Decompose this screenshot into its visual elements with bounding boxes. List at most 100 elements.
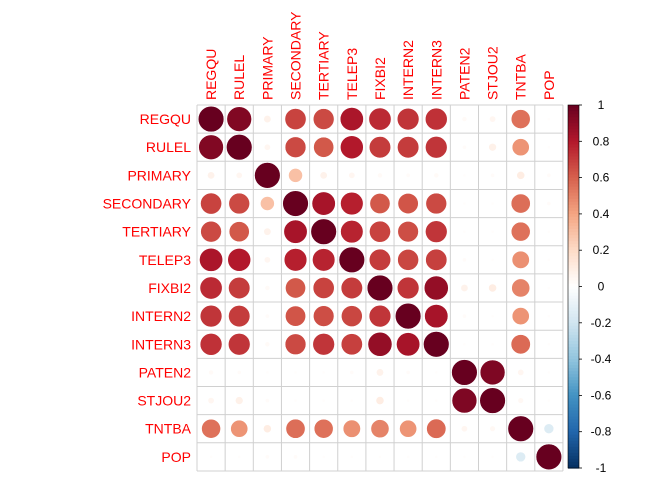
legend-color-segment [568,162,579,167]
corr-circle-intern2-pop [547,314,551,318]
column-label-pop: POP [541,70,557,100]
legend-color-segment [568,210,579,215]
legend-color-segment [568,144,579,148]
corr-circle-primary-regqu [207,171,215,179]
legend-color-segment [568,283,579,288]
corr-circle-regqu-secondary [284,108,307,130]
corr-circle-intern2-stjou2 [491,314,494,318]
corr-circle-intern3-tntba [510,334,531,355]
legend-tick-label: 1 [598,98,605,112]
column-label-primary: PRIMARY [259,36,275,100]
corr-circle-regqu-pop [547,117,551,121]
corr-circle-primary-secondary [288,168,303,183]
corr-circle-primary-primary [254,162,281,189]
corr-circle-stjou2-fixbi2 [375,396,385,405]
row-label-telep3: TELEP3 [139,252,191,268]
legend-color-segment [568,377,579,381]
corr-circle-secondary-fixbi2 [369,193,391,214]
legend-color-segment [568,219,579,224]
legend-tick-label: 0.4 [593,207,610,221]
legend-color-segment [568,135,579,139]
legend-color-segment [568,265,579,269]
legend-color-segment [568,117,579,121]
corr-circle-intern3-primary [265,342,270,347]
corr-circle-intern2-paten2 [462,314,467,318]
legend-tick-label: 0.8 [593,134,610,148]
legend-color-segment [568,407,579,412]
legend-color-segment [568,244,579,248]
legend-color-segment [568,189,579,194]
legend-color-segment [568,325,579,330]
grid-layer [196,104,564,472]
legend-color-segment [568,292,579,297]
corr-circle-rulel-tntba [511,138,530,157]
corr-circle-intern2-intern2 [394,302,422,330]
corr-circle-paten2-primary [266,371,269,374]
row-label-tntba: TNTBA [145,421,192,437]
legend-color-segment [568,177,579,182]
corr-circle-fixbi2-regqu [199,276,223,300]
corr-circle-intern2-regqu [199,304,223,328]
corr-circle-rulel-fixbi2 [368,136,392,159]
legend-color-segment [568,443,579,448]
legend-color-segment [568,401,579,406]
legend-color-segment [568,153,579,158]
corr-circle-regqu-intern3 [424,107,448,131]
corr-circle-primary-fixbi2 [377,173,383,178]
legend-color-segment [568,337,579,342]
legend-color-segment [568,304,579,309]
legend-color-segment [568,298,579,303]
corr-circle-tntba-regqu [201,418,221,439]
corr-circle-primary-rulel [236,172,243,179]
corr-circle-secondary-stjou2 [491,202,494,205]
corr-circle-intern3-intern3 [423,331,450,358]
corr-circle-tertiary-tntba [510,221,531,242]
corr-circle-rulel-intern3 [425,136,448,159]
corr-circle-fixbi2-fixbi2 [366,274,394,302]
legend-color-segment [568,331,579,336]
column-label-secondary: SECONDARY [288,11,304,100]
corr-circle-telep3-secondary [283,248,308,272]
legend-tick-label: -0.2 [591,316,612,330]
corr-circle-intern3-rulel [228,333,251,356]
legend-color-segment [568,195,579,200]
legend-color-segment [568,156,579,161]
legend-tick-label: -0.8 [591,425,612,439]
legend-color-segment [568,213,579,218]
column-label-fixbi2: FIXBI2 [372,57,388,100]
legend-color-segment [568,201,579,206]
corr-circle-tntba-telep3 [342,419,361,438]
corr-circle-secondary-intern2 [397,193,419,215]
legend-color-segment [568,111,579,115]
corr-circle-primary-intern3 [434,173,439,178]
column-labels: REGQU RULEL PRIMARY SECONDARY TERTIARY TELEP3… [203,11,557,100]
corr-circle-primary-intern2 [406,173,410,178]
corr-circle-pop-tntba [515,451,527,463]
legend-color-segment [568,105,579,109]
legend-color-segment [568,455,579,460]
legend-tick-label: -0.4 [591,352,612,366]
legend-color-segment [568,389,579,393]
corr-circle-regqu-primary [263,115,271,123]
corr-circle-secondary-primary [260,196,275,211]
corr-circle-secondary-regqu [200,192,222,215]
corr-circle-tertiary-primary [263,228,271,236]
corr-circle-telep3-fixbi2 [368,248,392,271]
column-label-intern2: INTERN2 [400,40,416,100]
legend-color-segment [568,286,579,291]
corr-circle-pop-intern3 [434,455,438,459]
legend-color-segment [568,186,579,191]
corr-circle-tntba-primary [263,424,272,434]
legend-color-segment [568,171,579,176]
legend-color-segment [568,262,579,266]
legend-color-segment [568,259,579,263]
legend-color-segment [568,440,579,445]
corr-circle-regqu-fixbi2 [368,107,392,131]
corr-circle-tertiary-stjou2 [491,230,494,233]
legend-color-segment [568,458,579,463]
corr-circle-paten2-paten2 [451,359,478,386]
corr-circle-intern2-primary [265,314,270,318]
legend-color-segment [568,316,579,321]
row-label-regqu: REGQU [140,111,191,127]
